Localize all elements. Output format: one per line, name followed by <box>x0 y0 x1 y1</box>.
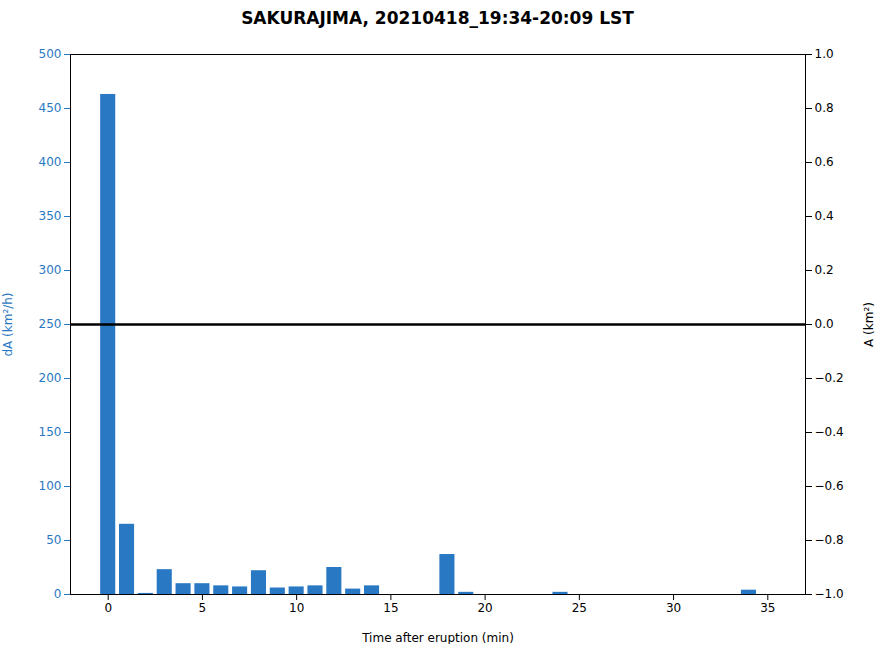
svg-text:500: 500 <box>39 47 62 61</box>
svg-text:400: 400 <box>39 155 62 169</box>
svg-text:50: 50 <box>46 533 61 547</box>
svg-text:0.2: 0.2 <box>815 263 834 277</box>
svg-text:300: 300 <box>39 263 62 277</box>
svg-text:0.6: 0.6 <box>815 155 834 169</box>
svg-text:1.0: 1.0 <box>815 47 834 61</box>
svg-text:−0.8: −0.8 <box>815 533 844 547</box>
svg-text:350: 350 <box>39 209 62 223</box>
svg-text:0: 0 <box>104 601 112 615</box>
svg-text:dA (km²/h): dA (km²/h) <box>1 292 15 356</box>
svg-text:150: 150 <box>39 425 62 439</box>
svg-text:Time after eruption (min): Time after eruption (min) <box>361 631 514 645</box>
svg-text:−0.2: −0.2 <box>815 371 844 385</box>
svg-text:0.0: 0.0 <box>815 317 834 331</box>
svg-text:15: 15 <box>383 601 398 615</box>
svg-text:5: 5 <box>199 601 207 615</box>
svg-text:35: 35 <box>760 601 775 615</box>
svg-text:−1.0: −1.0 <box>815 587 844 601</box>
svg-text:−0.4: −0.4 <box>815 425 844 439</box>
svg-text:20: 20 <box>477 601 492 615</box>
svg-text:25: 25 <box>572 601 587 615</box>
svg-text:250: 250 <box>39 317 62 331</box>
html-text:SAKURAJIMA, 20210418_19:34-20:: SAKURAJIMA, 20210418_19:34-20:09 LST <box>241 8 634 28</box>
svg-text:200: 200 <box>39 371 62 385</box>
svg-text:450: 450 <box>39 101 62 115</box>
svg-text:0.4: 0.4 <box>815 209 834 223</box>
svg-text:100: 100 <box>39 479 62 493</box>
svg-text:−0.6: −0.6 <box>815 479 844 493</box>
svg-text:30: 30 <box>666 601 681 615</box>
svg-text:0.8: 0.8 <box>815 101 834 115</box>
svg-text:0: 0 <box>54 587 62 601</box>
svg-text:A (km²): A (km²) <box>862 302 875 347</box>
svg-text:10: 10 <box>289 601 304 615</box>
